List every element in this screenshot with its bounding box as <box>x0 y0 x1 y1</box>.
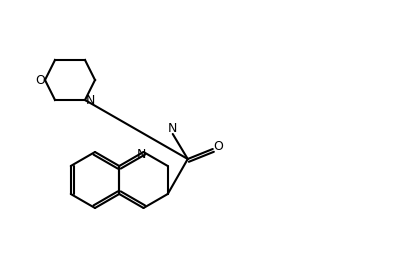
Text: O: O <box>35 73 45 87</box>
Text: O: O <box>213 140 223 152</box>
Text: N: N <box>85 94 95 106</box>
Text: N: N <box>168 122 177 136</box>
Text: N: N <box>137 147 146 161</box>
